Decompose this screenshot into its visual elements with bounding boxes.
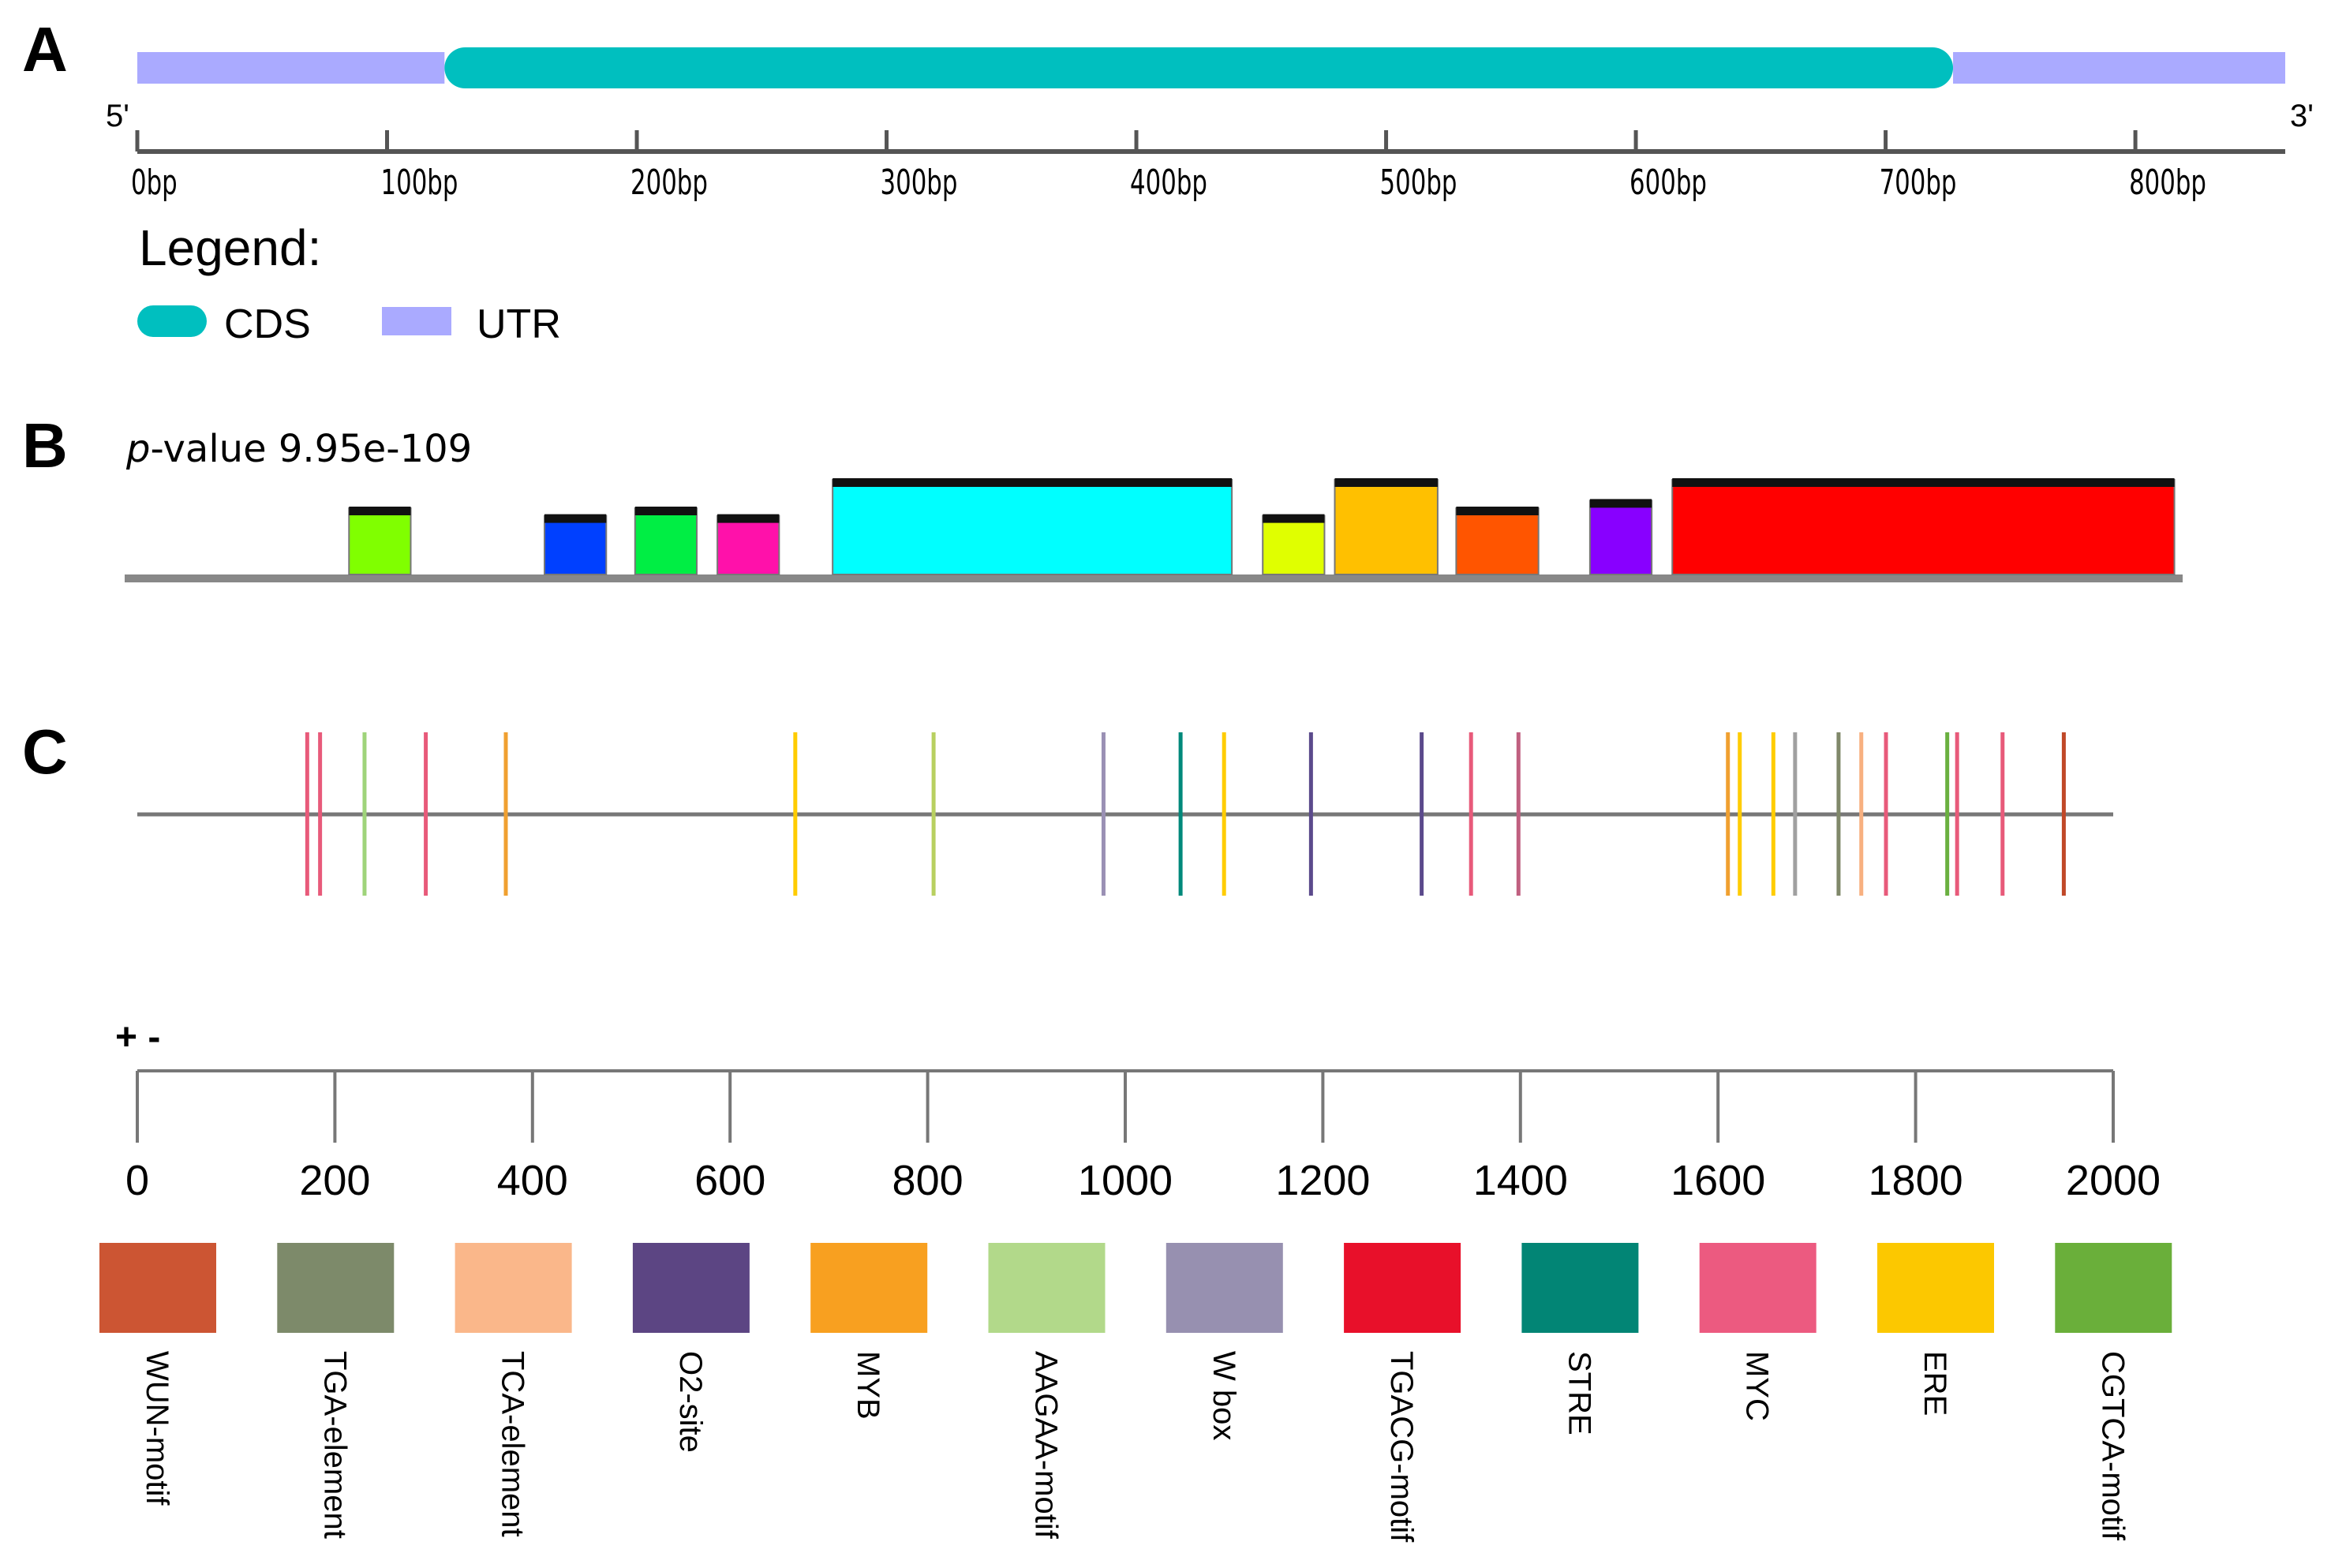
five-prime-label: 5' — [106, 99, 129, 133]
motif-block — [1671, 479, 2176, 575]
motif-block — [348, 507, 412, 575]
legend-label: CGTCA-motif — [2095, 1351, 2130, 1541]
legend-swatch — [277, 1243, 395, 1333]
bp-tick-label: 800bp — [2129, 162, 2206, 202]
position-tick-label: 1200 — [1275, 1157, 1370, 1204]
legend-label: MYB — [851, 1351, 885, 1420]
position-tick-label: 1600 — [1671, 1157, 1765, 1204]
motif-block — [1262, 515, 1326, 575]
panel-c-cis-elements: C + - 0 200 400 600 800 1000 1200 1400 1600 1800 2… — [22, 717, 2172, 1543]
motif-block — [1334, 479, 1439, 575]
motif-block-cap — [1334, 478, 1438, 487]
position-tick-label: 0 — [125, 1157, 149, 1204]
position-tick-label: 1400 — [1473, 1157, 1568, 1204]
motif-block — [717, 515, 780, 575]
legend-label: AAGAA-motif — [1029, 1351, 1064, 1540]
motif-block — [544, 515, 608, 575]
legend-label: TCA-element — [496, 1351, 530, 1537]
motif-block-cap — [717, 514, 780, 523]
legend-swatch — [988, 1243, 1106, 1333]
utr5-bar — [137, 52, 445, 84]
legend-swatch — [1166, 1243, 1283, 1333]
panel-c-label: C — [22, 717, 68, 787]
pvalue-value: -value 9.95e-109 — [150, 427, 472, 471]
legend-label: TGACG-motif — [1384, 1351, 1419, 1543]
motif-block-cap — [1672, 478, 2175, 487]
bp-tick-label: 300bp — [881, 162, 958, 202]
legend-label: O2-site — [673, 1351, 708, 1453]
legend-utr-label: UTR — [477, 301, 561, 347]
motif-block-cap — [634, 507, 698, 515]
legend-swatch — [99, 1243, 216, 1333]
legend-swatch — [810, 1243, 928, 1333]
legend-title: Legend: — [139, 219, 321, 276]
position-tick-label: 200 — [299, 1157, 370, 1204]
cds-bar — [444, 47, 1954, 88]
pvalue-text: p-value 9.95e-109 — [125, 427, 472, 471]
position-tick-label: 600 — [694, 1157, 765, 1204]
legend-label: TGA-element — [317, 1351, 352, 1539]
legend-cds-swatch — [137, 305, 207, 337]
motif-block — [832, 479, 1233, 575]
position-tick-label: 800 — [892, 1157, 963, 1204]
legend-label: W box — [1207, 1351, 1241, 1440]
bp-tick-label: 700bp — [1880, 162, 1957, 202]
position-axis-ticks: 0 200 400 600 800 1000 1200 1400 1600 1800 2000 — [125, 1071, 2161, 1204]
bp-tick-label: 500bp — [1380, 162, 1457, 202]
panel-a-gene-structure: A 5' 3' 0bp 100bp 200bp 300bp 400bp 500bp 600b… — [22, 14, 2314, 347]
panel-a-label: A — [22, 14, 68, 84]
utr3-bar — [1953, 52, 2285, 84]
legend-swatch — [1877, 1243, 1994, 1333]
legend-label: ERE — [1918, 1351, 1952, 1416]
legend-swatch — [1521, 1243, 1639, 1333]
cis-element-sites — [305, 732, 2066, 896]
position-tick-label: 2000 — [2066, 1157, 2161, 1204]
motif-blocks — [348, 478, 2176, 576]
legend-utr-swatch — [382, 307, 451, 335]
legend-label: STRE — [1562, 1351, 1596, 1435]
pvalue-prefix: p — [125, 427, 150, 471]
panel-b-label: B — [22, 410, 68, 481]
motif-block-cap — [1263, 514, 1325, 523]
motif-block — [634, 507, 698, 575]
legend-cds-label: CDS — [224, 301, 311, 347]
bp-axis-ticks: 0bp 100bp 200bp 300bp 400bp 500bp 600bp 700bp 80… — [131, 130, 2206, 202]
bp-tick-label: 600bp — [1629, 162, 1707, 202]
motif-block-cap — [1589, 499, 1652, 508]
bp-tick-label: 400bp — [1130, 162, 1207, 202]
legend-label: WUN-motif — [140, 1351, 174, 1506]
gene-model — [137, 47, 2285, 88]
legend-swatch — [455, 1243, 572, 1333]
legend-swatch — [1699, 1243, 1817, 1333]
panel-b-motif-blocks: B p-value 9.95e-109 — [22, 410, 2183, 582]
legend-label: MYC — [1740, 1351, 1775, 1421]
legend-swatch — [2055, 1243, 2172, 1333]
legend-swatch — [632, 1243, 750, 1333]
cis-element-legend: WUN-motif TGA-element TCA-element O2-site MY… — [99, 1243, 2172, 1543]
strand-label: + - — [115, 1016, 160, 1058]
position-tick-label: 1800 — [1869, 1157, 1963, 1204]
bp-tick-label: 200bp — [630, 162, 708, 202]
motif-block-cap — [349, 507, 411, 515]
motif-block-cap — [1456, 507, 1539, 515]
bp-tick-label: 100bp — [381, 162, 458, 202]
bp-tick-label: 0bp — [131, 162, 178, 202]
motif-block — [1588, 500, 1653, 576]
legend-swatch — [1344, 1243, 1461, 1333]
three-prime-label: 3' — [2290, 99, 2314, 133]
motif-block-cap — [832, 478, 1233, 487]
motif-block-cap — [544, 514, 607, 523]
motif-block — [1455, 507, 1540, 575]
position-tick-label: 400 — [497, 1157, 568, 1204]
position-tick-label: 1000 — [1078, 1157, 1173, 1204]
